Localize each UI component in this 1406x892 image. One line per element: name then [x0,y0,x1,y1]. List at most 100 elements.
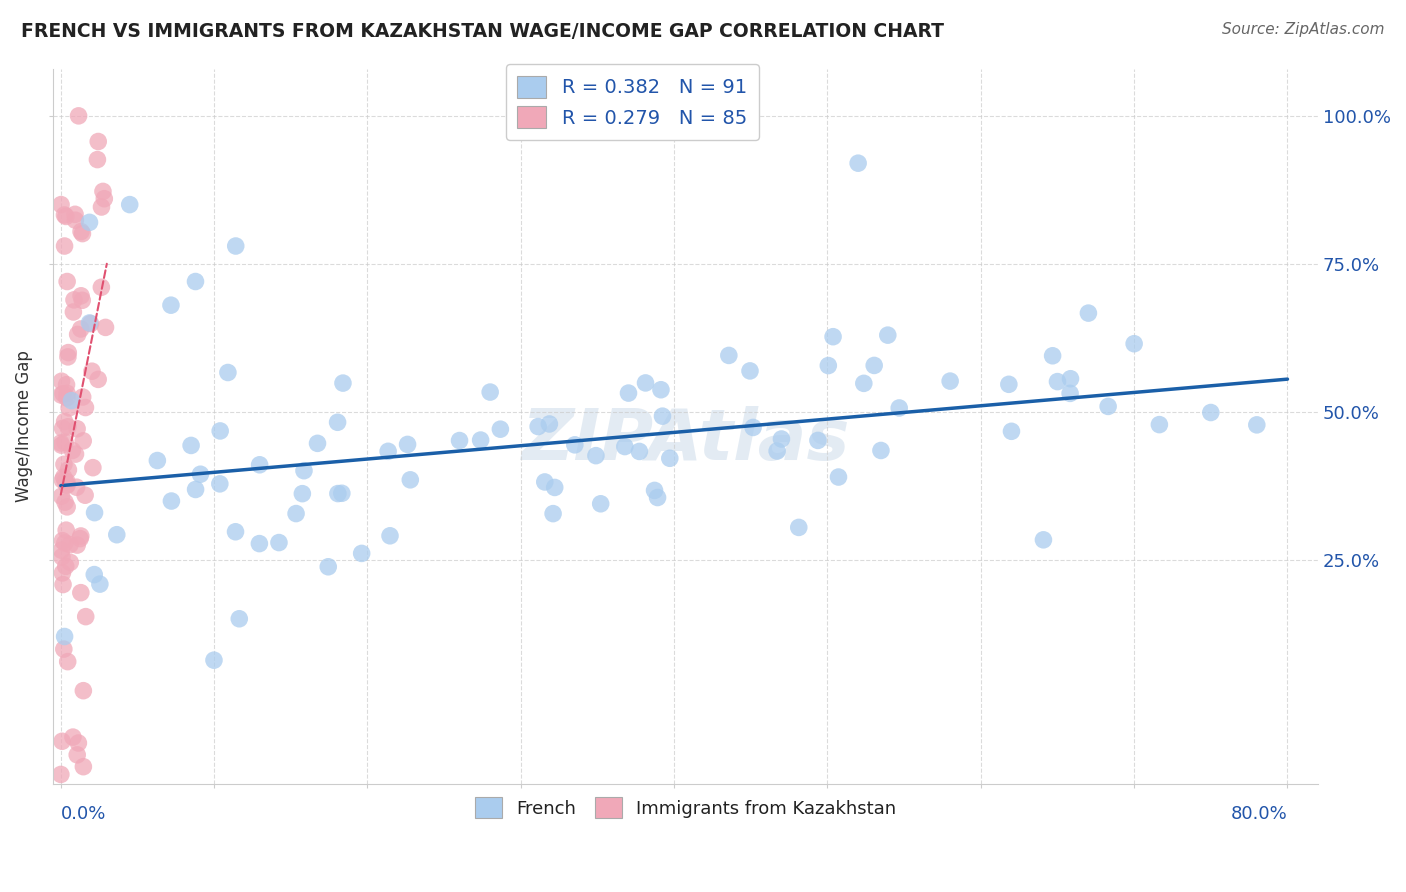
Point [53,474,76,488]
Point [817,359,839,373]
Point [180,438,202,452]
Point [66,327,89,342]
Point [939,374,962,388]
Point [56,475,79,489]
Point [65,447,87,461]
Point [67,109,90,123]
Point [399,473,422,487]
Point [56,500,79,514]
Point [55,523,77,537]
Point [876,328,898,343]
Point [66,538,89,552]
Point [70,225,93,239]
Point [651,409,673,424]
Point [827,470,849,484]
Point [105,527,128,541]
Point [51,734,73,748]
Point [998,377,1021,392]
Point [60,393,83,408]
Point [1042,349,1064,363]
Point [93,192,115,206]
Point [79,215,101,229]
Point [75,401,97,415]
Point [326,415,349,429]
Point [190,467,212,482]
Point [59,538,82,552]
Point [225,524,247,539]
Point [332,376,354,390]
Point [852,376,875,391]
Point [823,329,845,343]
Point [1059,386,1081,401]
Point [69,532,91,546]
Point [53,208,76,222]
Point [62,730,84,744]
Point [53,495,76,509]
Point [51,533,73,548]
Point [51,543,73,558]
Point [55,210,77,224]
Point [72,760,94,774]
Point [316,559,339,574]
Point [249,458,271,472]
Point [72,683,94,698]
Point [533,475,555,489]
Point [69,322,91,336]
Point [90,200,112,214]
Point [291,486,314,500]
Point [787,520,810,534]
Point [70,289,93,303]
Point [53,239,76,253]
Point [1000,425,1022,439]
Point [1123,336,1146,351]
Point [1046,375,1069,389]
Point [846,156,869,170]
Point [160,494,183,508]
Point [717,348,740,362]
Point [51,388,73,402]
Point [51,438,73,452]
Point [51,549,73,564]
Point [52,642,75,657]
Point [538,417,561,431]
Point [56,655,79,669]
Point [51,489,73,503]
Point [65,213,87,227]
Point [807,434,830,448]
Point [55,377,77,392]
Point [870,443,893,458]
Point [82,460,104,475]
Point [72,227,94,241]
Point [58,401,80,415]
Point [326,486,349,500]
Point [628,444,651,458]
Point [72,434,94,448]
Point [63,293,86,307]
Point [585,449,607,463]
Point [83,567,105,582]
Point [62,305,84,319]
Point [56,350,79,364]
Point [79,316,101,330]
Point [72,390,94,404]
Point [53,630,76,644]
Point [863,359,886,373]
Point [470,433,492,447]
Point [228,612,250,626]
Point [658,451,681,466]
Point [292,464,315,478]
Point [52,470,75,484]
Point [202,653,225,667]
Point [56,419,79,434]
Point [75,609,97,624]
Point [87,372,110,386]
Point [1059,372,1081,386]
Point [59,555,82,569]
Point [647,491,669,505]
Point [378,529,401,543]
Point [58,345,80,359]
Text: ZIPAtlas: ZIPAtlas [522,406,849,475]
Point [69,585,91,599]
Point [51,566,73,580]
Point [67,736,90,750]
